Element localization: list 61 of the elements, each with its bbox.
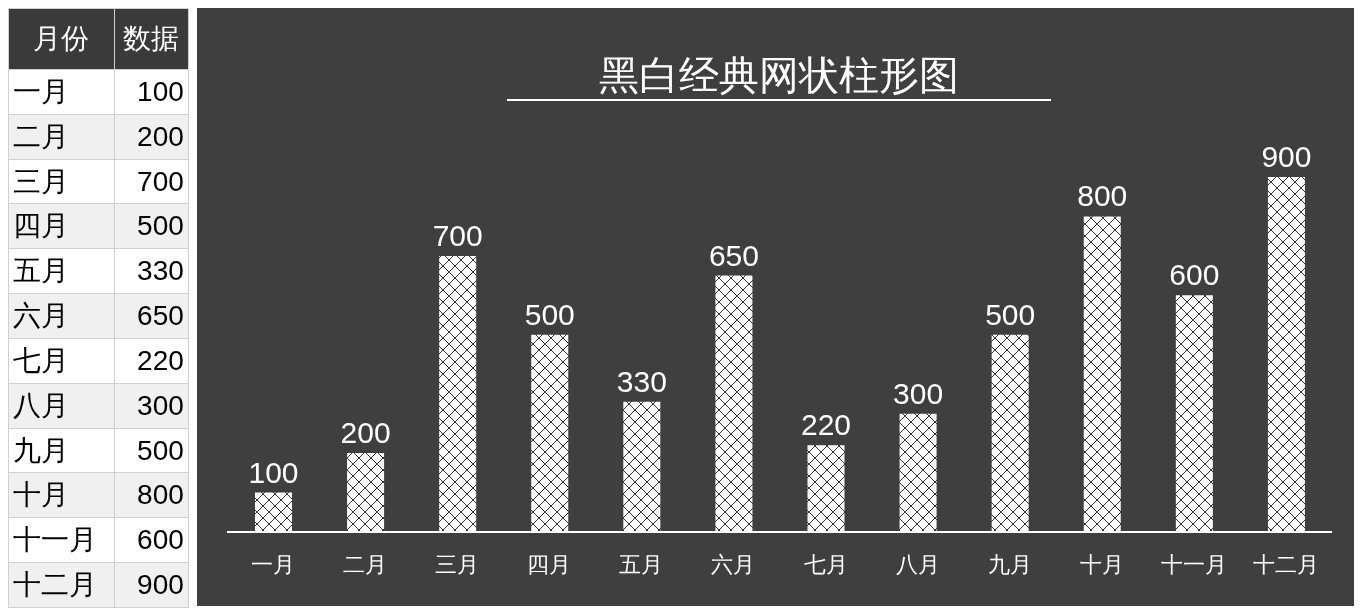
data-label: 500 bbox=[984, 297, 1035, 331]
data-label: 700 bbox=[432, 218, 483, 252]
chart-title: 黑白经典网状柱形图 bbox=[598, 52, 961, 99]
data-label: 300 bbox=[892, 376, 943, 410]
bar bbox=[991, 334, 1029, 532]
category-label: 四月 bbox=[8, 203, 115, 249]
bar bbox=[715, 275, 753, 532]
bar bbox=[807, 445, 845, 532]
x-tick-label: 八月 bbox=[895, 551, 940, 577]
x-tick-label: 九月 bbox=[987, 551, 1032, 577]
category-label: 九月 bbox=[8, 428, 115, 473]
category-label: 七月 bbox=[8, 338, 115, 384]
x-tick-label: 一月 bbox=[250, 551, 295, 577]
bar bbox=[1083, 216, 1121, 532]
x-tick-label: 四月 bbox=[527, 551, 572, 577]
category-label: 八月 bbox=[8, 383, 115, 429]
bar bbox=[531, 334, 569, 532]
data-label: 650 bbox=[114, 293, 189, 339]
data-label: 220 bbox=[114, 338, 189, 384]
x-tick-label: 十二月 bbox=[1252, 551, 1319, 577]
data-label: 900 bbox=[1261, 140, 1312, 173]
x-tick-label: 十一月 bbox=[1160, 551, 1227, 577]
data-label: 100 bbox=[114, 69, 189, 115]
bar bbox=[1175, 295, 1213, 532]
x-tick-label: 二月 bbox=[342, 551, 387, 577]
data-label: 200 bbox=[340, 416, 391, 450]
bar bbox=[346, 453, 384, 532]
data-label: 330 bbox=[616, 364, 667, 398]
data-label: 200 bbox=[114, 114, 189, 160]
data-label: 800 bbox=[114, 472, 189, 518]
category-label: 二月 bbox=[8, 114, 115, 160]
data-label: 220 bbox=[800, 408, 851, 442]
data-label: 600 bbox=[114, 517, 189, 563]
data-label: 900 bbox=[114, 562, 189, 608]
data-label: 500 bbox=[114, 203, 189, 249]
data-label: 650 bbox=[708, 238, 759, 272]
x-tick-label: 三月 bbox=[435, 551, 480, 577]
bar bbox=[1267, 177, 1305, 532]
x-tick-label: 十月 bbox=[1079, 551, 1124, 577]
data-label: 330 bbox=[114, 248, 189, 294]
category-label: 一月 bbox=[8, 69, 115, 115]
data-label: 300 bbox=[114, 383, 189, 429]
data-label: 700 bbox=[114, 159, 189, 204]
category-label: 三月 bbox=[8, 159, 115, 204]
text: 月份 bbox=[8, 8, 115, 70]
x-tick-label: 七月 bbox=[803, 551, 848, 577]
bar bbox=[899, 413, 937, 532]
bar bbox=[438, 255, 476, 532]
text: 数据 bbox=[114, 8, 189, 70]
bar bbox=[623, 401, 661, 532]
category-label: 十月 bbox=[8, 472, 115, 518]
data-label: 100 bbox=[248, 455, 299, 489]
data-label: 600 bbox=[1169, 258, 1220, 292]
data-label: 500 bbox=[114, 428, 189, 473]
x-tick-label: 五月 bbox=[619, 551, 664, 577]
x-tick-label: 六月 bbox=[711, 551, 756, 577]
data-label: 800 bbox=[1077, 179, 1128, 213]
data-label: 500 bbox=[524, 297, 575, 331]
category-label: 六月 bbox=[8, 293, 115, 339]
bar bbox=[254, 492, 292, 532]
category-label: 五月 bbox=[8, 248, 115, 294]
